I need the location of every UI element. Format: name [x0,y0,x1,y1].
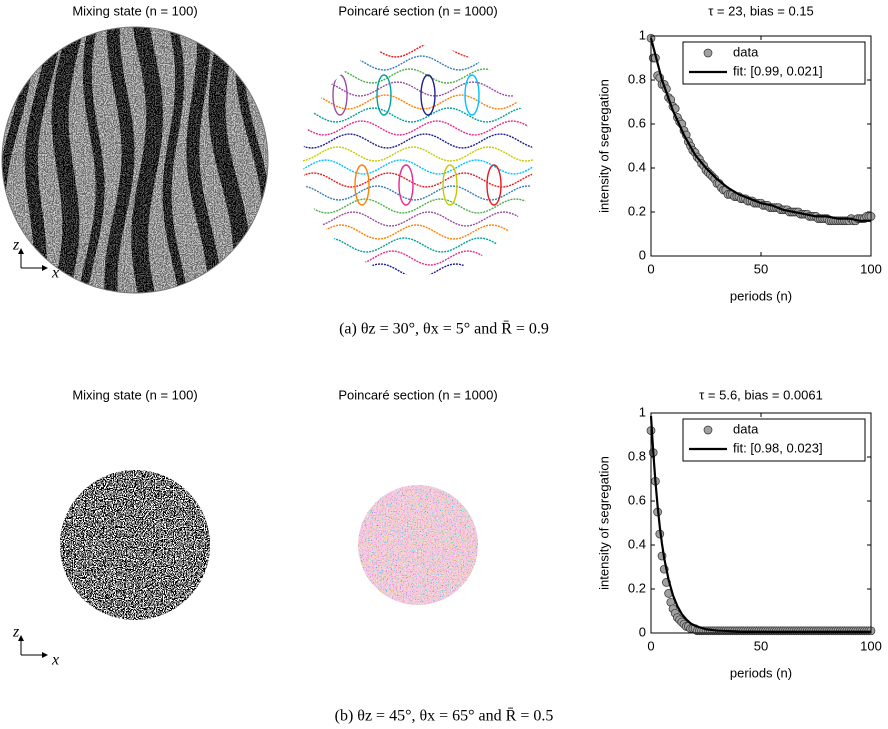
poincare-title: Poincaré section (n = 1000) [338,387,497,402]
x-tick-label: 0 [647,638,654,653]
mixing-image [2,27,268,293]
orbit [303,185,533,201]
orbit [303,120,533,136]
x-tick-label: 100 [860,638,882,653]
y-tick-label: 0 [639,624,646,639]
orbit [303,198,533,214]
caption: (b) θz = 45°, θx = 65° and R̄ = 0.5 [335,708,554,725]
panel: Mixing state (n = 100) Poincaré section (… [12,387,882,724]
y-tick-label: 0.4 [628,159,646,174]
y-axis-label: intensity of segregation [596,79,611,213]
legend: data fit: [0.99, 0.021] [682,41,866,85]
fit-line [649,37,871,222]
orbit [303,211,533,227]
axis-icon-label: x [51,652,59,669]
y-tick-label: 0.6 [628,492,646,507]
mixing-title: Mixing state (n = 100) [72,387,197,402]
plot-frame [650,412,872,634]
plot-area [646,33,876,226]
island [464,74,480,116]
poincare-image [358,485,478,605]
legend-label: data [733,44,759,59]
y-tick-label: 0.8 [628,448,646,463]
x-tick-label: 50 [754,638,768,653]
x-axis-label: periods (n) [730,665,792,680]
mixing-title: Mixing state (n = 100) [72,3,197,18]
orbit [303,81,533,97]
fit-line [649,416,871,633]
legend-label: fit: [0.98, 0.023] [733,440,823,455]
legend: data fit: [0.98, 0.023] [682,418,866,462]
y-tick-label: 1 [639,404,646,419]
x-axis-label: periods (n) [730,288,792,303]
island [486,164,502,206]
axis-icon-label: z [12,237,20,254]
legend-label: data [733,421,759,436]
orbit [303,146,533,162]
chart-title: τ = 5.6, bias = 0.0061 [699,387,823,402]
x-tick-label: 50 [754,261,768,276]
y-tick-label: 0.6 [628,115,646,130]
x-tick-label: 100 [860,261,882,276]
sphere-outline [1,26,269,294]
legend-box [682,41,866,85]
caption: (a) θz = 30°, θx = 5° and R̄ = 0.9 [339,321,549,338]
y-tick-label: 0.2 [628,203,646,218]
island [442,164,458,206]
orbit [303,237,533,253]
poincare-image [303,45,533,275]
arrow-head [18,635,48,658]
y-tick-label: 1 [639,27,646,42]
legend-marker [703,425,713,435]
plot-frame [650,35,872,257]
y-tick-label: 0.8 [628,71,646,86]
legend-box [682,418,866,462]
orbit [303,224,533,240]
island [376,74,392,116]
y-tick-label: 0.4 [628,536,646,551]
orbit [303,159,533,175]
orbit [303,94,533,110]
speckle [2,27,268,293]
island [354,164,370,206]
orbit [303,133,533,149]
sphere [303,45,533,275]
y-tick-label: 0 [639,247,646,262]
legend-label: fit: [0.99, 0.021] [733,63,823,78]
island [420,74,436,116]
poincare-title: Poincaré section (n = 1000) [338,3,497,18]
panel: Mixing state (n = 100) Poincaré section (… [1,3,882,338]
x-tick-label: 0 [647,261,654,276]
arrow-head [18,248,48,271]
chart-title: τ = 23, bias = 0.15 [708,3,814,18]
orbit [303,107,533,123]
axis-icon-label: x [51,265,59,282]
island [398,164,414,206]
mixing-noise [60,470,210,620]
orbit [303,172,533,188]
y-axis-label: intensity of segregation [596,456,611,590]
legend-marker [703,48,713,58]
axis-icon-label: z [12,624,20,641]
y-tick-label: 0.2 [628,580,646,595]
